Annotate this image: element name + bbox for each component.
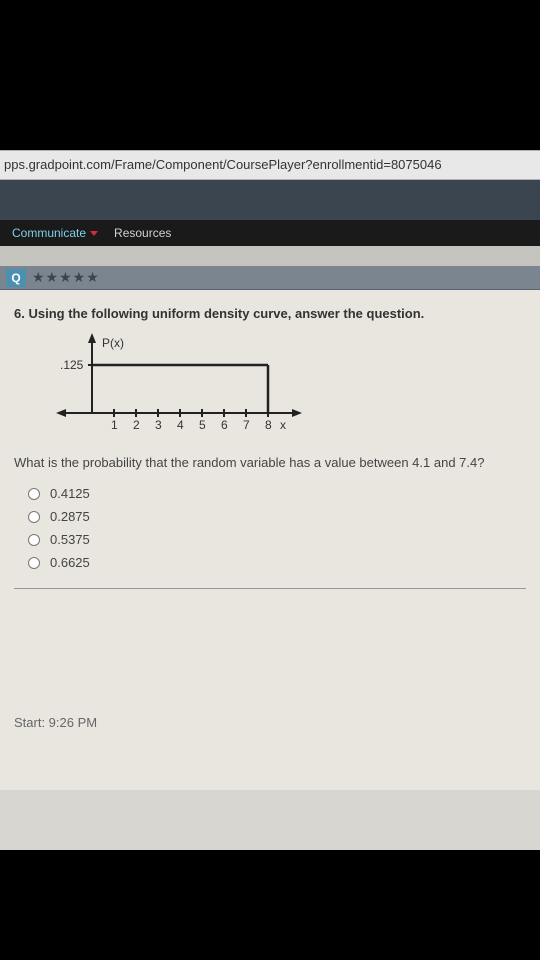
x-tick-3: 3: [155, 418, 162, 432]
question-title: 6. Using the following uniform density c…: [14, 306, 526, 321]
radio-0[interactable]: [28, 488, 40, 500]
y-axis-label: P(x): [102, 336, 124, 350]
nav-resources-label: Resources: [114, 226, 171, 240]
x-tick-2: 2: [133, 418, 140, 432]
url-text: pps.gradpoint.com/Frame/Component/Course…: [4, 157, 442, 172]
rating-stars[interactable]: ★★★★★: [32, 269, 100, 286]
x-tick-4: 4: [177, 418, 184, 432]
nav-communicate-label: Communicate: [12, 226, 86, 240]
q-icon: Q: [6, 269, 26, 287]
x-tick-6: 6: [221, 418, 228, 432]
question-title-text: Using the following uniform density curv…: [28, 306, 424, 321]
option-3[interactable]: 0.6625: [14, 551, 526, 574]
option-1-label: 0.2875: [50, 509, 90, 524]
question-content: 6. Using the following uniform density c…: [0, 290, 540, 790]
y-tick-label: .125: [60, 358, 84, 372]
divider: [14, 588, 526, 589]
option-1[interactable]: 0.2875: [14, 505, 526, 528]
option-0[interactable]: 0.4125: [14, 482, 526, 505]
gray-spacer: [0, 246, 540, 266]
option-2[interactable]: 0.5375: [14, 528, 526, 551]
option-2-label: 0.5375: [50, 532, 90, 547]
x-tick-5: 5: [199, 418, 206, 432]
radio-2[interactable]: [28, 534, 40, 546]
radio-1[interactable]: [28, 511, 40, 523]
header-spacer: [0, 180, 540, 220]
x-tick-8: 8: [265, 418, 272, 432]
radio-3[interactable]: [28, 557, 40, 569]
density-chart: P(x) .125 1 2 3 4 5 6 7 8 x: [44, 331, 314, 441]
dropdown-icon: [90, 231, 98, 236]
nav-communicate[interactable]: Communicate: [4, 226, 106, 240]
chart-svg: P(x) .125 1 2 3 4 5 6 7 8 x: [44, 331, 314, 441]
nav-resources[interactable]: Resources: [106, 226, 179, 240]
x-tick-7: 7: [243, 418, 250, 432]
question-number: 6.: [14, 306, 25, 321]
option-0-label: 0.4125: [50, 486, 90, 501]
nav-bar: Communicate Resources: [0, 220, 540, 246]
start-time: Start: 9:26 PM: [14, 715, 97, 730]
x-axis-label: x: [280, 418, 286, 432]
rating-bar: Q ★★★★★: [0, 266, 540, 290]
screen-container: pps.gradpoint.com/Frame/Component/Course…: [0, 150, 540, 850]
option-3-label: 0.6625: [50, 555, 90, 570]
question-prompt: What is the probability that the random …: [14, 455, 526, 470]
x-tick-1: 1: [111, 418, 118, 432]
url-bar[interactable]: pps.gradpoint.com/Frame/Component/Course…: [0, 150, 540, 180]
